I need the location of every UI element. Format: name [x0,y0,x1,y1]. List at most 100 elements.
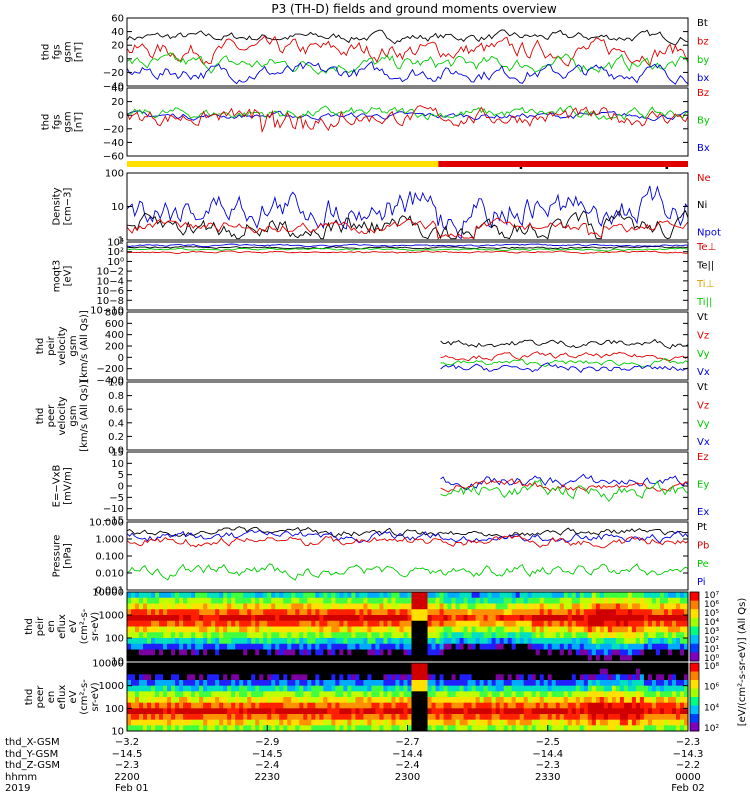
heatmap-cell [263,632,268,639]
heatmap-cell [211,603,216,610]
heatmap-cell [503,592,509,599]
heatmap-cell [559,708,565,715]
heatmap-cell [467,663,473,670]
heatmap-cell [375,725,380,732]
heatmap-cell [659,714,665,721]
heatmap-cell [195,685,200,692]
heatmap-cell [619,626,625,633]
heatmap-cell [319,697,324,704]
heatmap-cell [483,643,489,650]
heatmap-cell [559,685,565,692]
heatmap-cell [667,668,673,675]
x-tick-label: −2.3 [676,737,700,748]
y-tick-label: 10⁰ [107,257,124,268]
heatmap-cell [487,615,493,622]
heatmap-cell [499,663,505,670]
heatmap-cell [635,674,641,681]
heatmap-cell [155,638,160,645]
heatmap-cell [139,655,144,662]
heatmap-cell [135,655,140,662]
heatmap-cell [463,609,469,616]
heatmap-cell [619,714,625,721]
heatmap-cell [295,592,300,599]
heatmap-cell [675,680,681,687]
heatmap-cell [199,626,204,633]
heatmap-cell [295,668,300,675]
heatmap-cell [267,638,272,645]
series-line [126,52,689,76]
heatmap-cell [303,632,308,639]
heatmap-cell [667,655,673,662]
heatmap-cell [299,708,304,715]
heatmap-cell [531,685,537,692]
heatmap-cell [555,702,561,709]
heatmap-cell [547,649,553,656]
heatmap-cell [567,719,573,726]
heatmap-cell [343,663,348,670]
heatmap-cell [255,655,260,662]
heatmap-cell [647,632,653,639]
heatmap-cell [507,708,513,715]
heatmap-cell [407,626,413,633]
heatmap-cell [423,697,429,704]
heatmap-cell [391,638,396,645]
heatmap-cell [191,697,196,704]
legend-entry: Vt [697,312,708,323]
heatmap-cell [515,603,521,610]
heatmap-cell [235,674,240,681]
heatmap-cell [147,649,152,656]
heatmap-cell [359,691,364,698]
heatmap-cell [291,626,296,633]
heatmap-cell [683,702,689,709]
heatmap-cell [523,638,529,645]
heatmap-cell [383,719,388,726]
heatmap-cell [647,685,653,692]
heatmap-cell [571,638,577,645]
heatmap-cell [491,649,497,656]
heatmap-cell [283,615,288,622]
heatmap-cell [139,685,144,692]
heatmap-cell [491,643,497,650]
heatmap-cell [575,668,581,675]
heatmap-cell [427,719,433,726]
heatmap-cell [431,674,437,681]
heatmap-cell [679,691,685,698]
heatmap-cell [471,725,477,732]
heatmap-cell [371,603,376,610]
heatmap-cell [407,638,413,645]
x-tick-label: Feb 02 [671,783,705,794]
heatmap-cell [403,620,408,627]
heatmap-cell [283,719,288,726]
series-line [126,60,689,85]
heatmap-cell [643,691,649,698]
heatmap-cell [459,592,465,599]
heatmap-cell [379,597,384,604]
heatmap-cell [455,643,461,650]
heatmap-cell [667,603,673,610]
heatmap-cell [135,632,140,639]
heatmap-cell [539,655,545,662]
y-axis-label-line: [nPa] [63,543,74,569]
heatmap-cell [171,597,176,604]
heatmap-cell [459,697,465,704]
heatmap-cell [175,603,180,610]
heatmap-cell [183,708,188,715]
heatmap-cell [431,609,437,616]
heatmap-cell [427,714,433,721]
heatmap-cell [355,685,360,692]
y-axis-label-line: [km/s (All Qs)] [79,380,90,452]
heatmap-cell [223,697,228,704]
heatmap-cell [435,708,441,715]
heatmap-cell [163,626,168,633]
heatmap-cell [207,702,212,709]
heatmap-cell [239,655,244,662]
x-tick-label: 2300 [395,772,420,783]
heatmap-cell [139,674,144,681]
heatmap-cell [283,649,288,656]
heatmap-cell [235,609,240,616]
heatmap-cell [487,697,493,704]
heatmap-cell [247,643,252,650]
y-tick-label: −20 [103,68,124,79]
heatmap-cell [347,680,352,687]
heatmap-cell [315,592,320,599]
